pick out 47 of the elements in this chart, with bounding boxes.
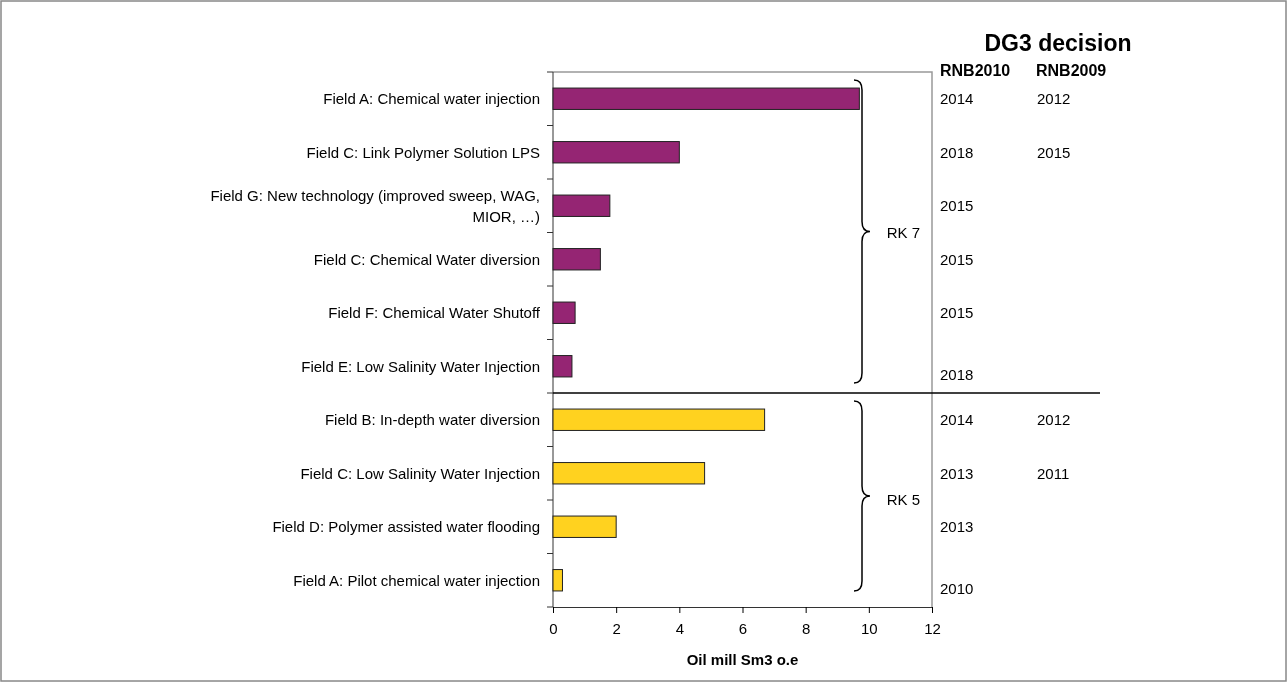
text: 2010 xyxy=(940,579,974,597)
x-axis-title: Oil mill Sm3 o.e xyxy=(686,651,799,668)
x-tick-label: 8 xyxy=(801,620,811,637)
y-tick-label: Field E: Low Salinity Water Injection xyxy=(301,357,540,375)
text: 2018 xyxy=(940,143,974,161)
text: 2015 xyxy=(940,304,974,321)
annotation: RK 5 xyxy=(886,491,920,509)
text: RNB2010 xyxy=(940,62,1011,79)
x-tick-label: 6 xyxy=(738,620,748,637)
y-tick-label: Field A: Chemical water injection xyxy=(323,90,540,107)
text: 2013 xyxy=(940,464,974,482)
y-tick-label: Field C: Chemical Water diversion xyxy=(313,250,540,268)
bar xyxy=(552,194,611,217)
x-tick-label: 2 xyxy=(612,620,621,637)
bar xyxy=(552,141,680,164)
text: 2011 xyxy=(1037,464,1070,482)
bar xyxy=(552,248,601,271)
text: 2018 xyxy=(940,365,974,383)
y-tick-label: Field A: Pilot chemical water injection xyxy=(293,571,540,589)
x-tick-label: 12 xyxy=(924,620,941,637)
bar xyxy=(552,569,563,592)
text: 2014 xyxy=(940,411,974,428)
y-tick-label: Field G: New technology (improved sweep, WAG, MIOR, …) xyxy=(210,186,540,225)
text: 2013 xyxy=(940,518,974,535)
text: 2015 xyxy=(1037,143,1071,161)
text: 2015 xyxy=(940,250,974,268)
x-tick-label: 0 xyxy=(549,620,558,637)
y-tick-label: Field B: In-depth water diversion xyxy=(324,411,540,428)
bar xyxy=(552,87,860,110)
x-tick-label: 10 xyxy=(860,620,878,637)
text: 2014 xyxy=(940,90,974,107)
bar xyxy=(552,408,766,431)
x-tick-label: 4 xyxy=(675,620,685,637)
bar xyxy=(552,515,617,538)
bar xyxy=(552,462,706,485)
text: DG3 decision xyxy=(984,30,1132,56)
y-tick-label: Field D: Polymer assisted water flooding xyxy=(272,518,540,535)
text: 2012 xyxy=(1037,411,1071,428)
y-tick-label: Field F: Chemical Water Shutoff xyxy=(328,304,541,321)
text: 2012 xyxy=(1037,90,1071,107)
y-tick-label: Field C: Link Polymer Solution LPS xyxy=(306,143,540,161)
text: 2015 xyxy=(940,197,974,214)
text: RNB2009 xyxy=(1036,62,1107,79)
annotation: RK 7 xyxy=(886,223,920,241)
bar xyxy=(552,301,576,324)
bar xyxy=(552,355,573,378)
y-tick-label: Field C: Low Salinity Water Injection xyxy=(300,464,540,482)
